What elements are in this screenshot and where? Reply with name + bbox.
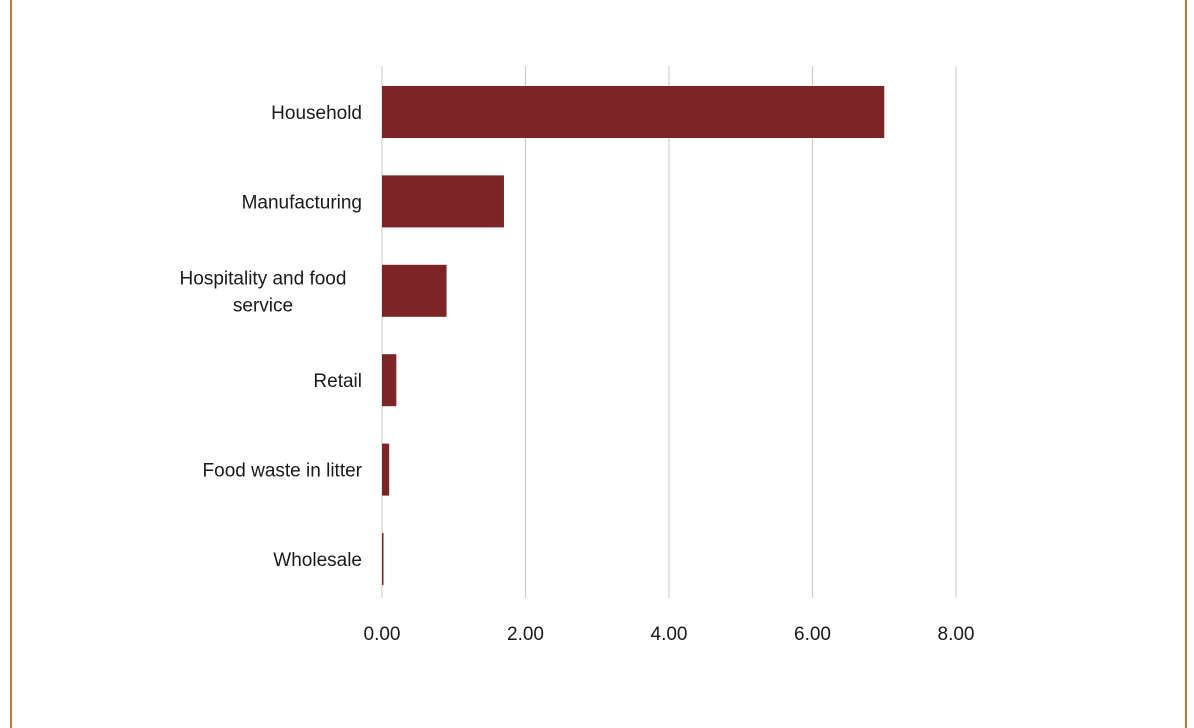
bar bbox=[382, 533, 384, 585]
x-tick-label: 8.00 bbox=[938, 624, 975, 645]
x-axis-tick-labels: 0.00 2.00 4.00 6.00 8.00 bbox=[364, 624, 975, 645]
category-label: Manufacturing bbox=[242, 192, 362, 213]
category-label-line: Wholesale bbox=[273, 550, 362, 571]
category-label-line: Retail bbox=[313, 371, 362, 392]
x-tick-label: 0.00 bbox=[364, 624, 401, 645]
category-labels: Household Manufacturing Hospitality and fo… bbox=[180, 103, 363, 571]
category-label: Food waste in litter bbox=[203, 461, 363, 482]
bar bbox=[382, 86, 885, 138]
category-label-line: Hospitality and food bbox=[180, 268, 347, 289]
category-label-line: Household bbox=[271, 103, 362, 124]
frame-left-border bbox=[10, 0, 12, 728]
bar bbox=[382, 175, 504, 228]
category-label: Retail bbox=[313, 371, 362, 392]
gridlines bbox=[381, 66, 957, 598]
bars bbox=[382, 86, 885, 585]
bar bbox=[382, 264, 447, 317]
category-label: Household bbox=[271, 103, 362, 124]
x-tick-label: 4.00 bbox=[651, 624, 688, 645]
category-label-line: Manufacturing bbox=[242, 192, 362, 213]
category-label-line: service bbox=[233, 295, 293, 316]
category-label: Hospitality and food service bbox=[180, 268, 347, 316]
frame-right-border bbox=[1185, 0, 1187, 728]
bar bbox=[382, 354, 397, 407]
x-tick-label: 2.00 bbox=[507, 624, 544, 645]
category-label-line: Food waste in litter bbox=[203, 461, 363, 482]
category-label: Wholesale bbox=[273, 550, 362, 571]
bar bbox=[382, 443, 390, 496]
x-tick-label: 6.00 bbox=[794, 624, 831, 645]
